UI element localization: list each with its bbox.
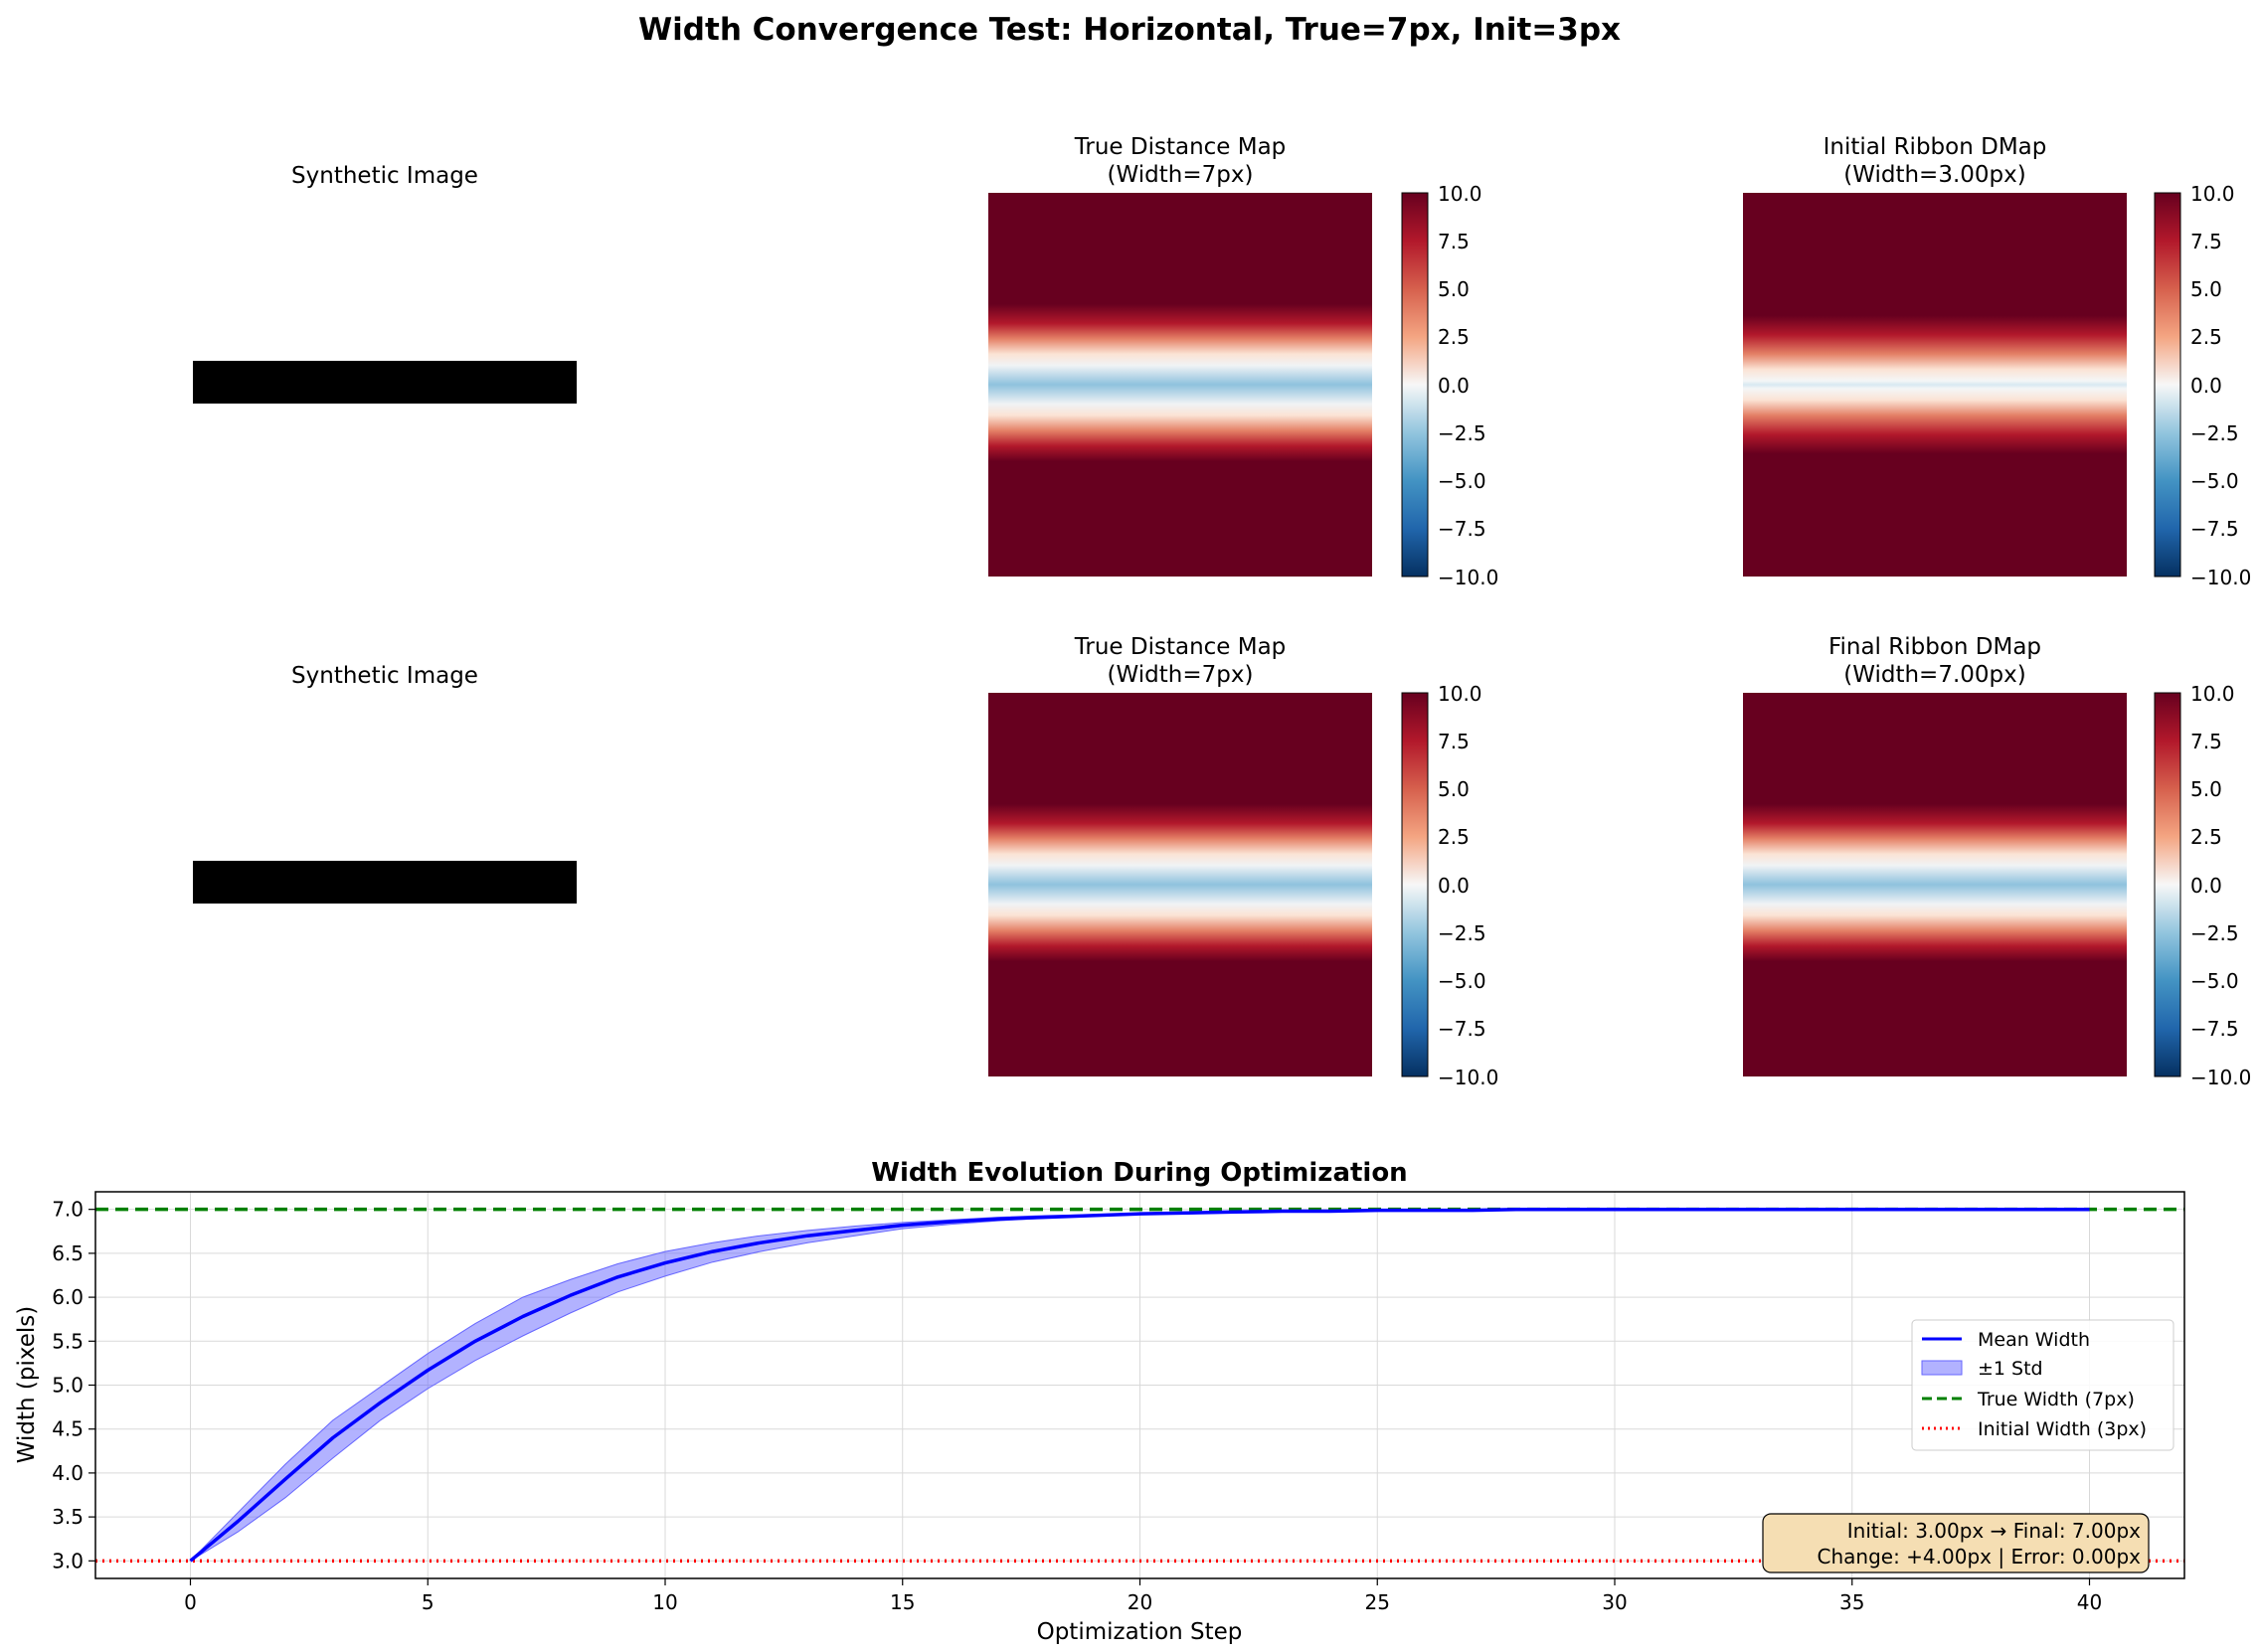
x-tick-label: 35 bbox=[1839, 1590, 1864, 1614]
x-tick-label: 20 bbox=[1128, 1590, 1152, 1614]
cbar-tick: 2.5 bbox=[2190, 825, 2222, 849]
cbar-tick: 7.5 bbox=[2190, 730, 2222, 753]
synthetic-image-title-row2: Synthetic Image bbox=[291, 663, 478, 689]
cbar-tick: 5.0 bbox=[1438, 277, 1470, 301]
true-map-title-row2-l1: True Distance Map bbox=[1074, 634, 1287, 660]
cbar-tick: 2.5 bbox=[1438, 325, 1470, 349]
summary-box: Initial: 3.00px → Final: 7.00px Change: … bbox=[1762, 1513, 2150, 1573]
summary-line-1: Initial: 3.00px → Final: 7.00px bbox=[1847, 1519, 2141, 1543]
cbar-tick: −2.5 bbox=[1438, 921, 1486, 945]
y-tick-label: 7.0 bbox=[52, 1198, 84, 1222]
cbar-tick: −10.0 bbox=[2190, 1066, 2251, 1089]
y-tick-label: 3.5 bbox=[52, 1505, 84, 1529]
cbar-tick: 0.0 bbox=[2190, 374, 2222, 398]
synthetic-ribbon-row2 bbox=[193, 861, 577, 904]
final-dmap-title-l1: Final Ribbon DMap bbox=[1828, 634, 2041, 660]
summary-box-frame bbox=[1762, 1513, 2150, 1573]
legend: Mean Width ±1 Std True Width (7px) Initi… bbox=[1911, 1319, 2174, 1451]
cbar-tick: 0.0 bbox=[2190, 874, 2222, 898]
true-map-title-row1-l1: True Distance Map bbox=[1074, 134, 1287, 160]
cbar-tick: −5.0 bbox=[1438, 969, 1486, 993]
y-tick-label: 6.0 bbox=[52, 1285, 84, 1309]
x-tick-label: 10 bbox=[652, 1590, 677, 1614]
cbar-tick: 7.5 bbox=[1438, 730, 1470, 753]
colorbar-final bbox=[2154, 692, 2181, 1077]
legend-mean-label: Mean Width bbox=[1978, 1329, 2090, 1351]
colorbar-ticks-true-row1: 10.0 7.5 5.0 2.5 0.0 −2.5 −5.0 −7.5 −10.… bbox=[1438, 182, 1498, 589]
x-tick-label: 15 bbox=[890, 1590, 915, 1614]
cbar-tick: 0.0 bbox=[1438, 374, 1470, 398]
cbar-tick: −2.5 bbox=[2190, 921, 2239, 945]
figure-title: Width Convergence Test: Horizontal, True… bbox=[638, 12, 1621, 48]
legend-init-label: Initial Width (3px) bbox=[1978, 1418, 2147, 1440]
y-tick-label: 4.5 bbox=[52, 1417, 84, 1441]
y-tick-label: 3.0 bbox=[52, 1549, 84, 1572]
mean-width-line bbox=[189, 1207, 2090, 1563]
true-distance-map-row2 bbox=[988, 693, 1372, 1076]
cbar-tick: 10.0 bbox=[2190, 682, 2235, 706]
colorbar-ticks-final: 10.0 7.5 5.0 2.5 0.0 −2.5 −5.0 −7.5 −10.… bbox=[2190, 682, 2251, 1089]
x-tick-label: 25 bbox=[1365, 1590, 1390, 1614]
summary-line-2: Change: +4.00px | Error: 0.00px bbox=[1818, 1545, 2142, 1569]
cbar-tick: 10.0 bbox=[1438, 682, 1482, 706]
x-tick-label: 5 bbox=[422, 1590, 435, 1614]
cbar-tick: −2.5 bbox=[2190, 421, 2239, 445]
final-ribbon-dmap bbox=[1743, 693, 2127, 1076]
colorbar-ticks-initial: 10.0 7.5 5.0 2.5 0.0 −2.5 −5.0 −7.5 −10.… bbox=[2190, 182, 2251, 589]
cbar-tick: 10.0 bbox=[2190, 182, 2235, 206]
cbar-tick: 10.0 bbox=[1438, 182, 1482, 206]
cbar-tick: −7.5 bbox=[1438, 1017, 1486, 1041]
axis-ticks: 0 5 10 15 20 25 30 35 40 3.0 3.5 4.0 4.5 5.0 5.5 6.0 6.5… bbox=[52, 1198, 2102, 1614]
x-tick-label: 0 bbox=[184, 1590, 197, 1614]
cbar-tick: 7.5 bbox=[2190, 230, 2222, 253]
cbar-tick: 2.5 bbox=[1438, 825, 1470, 849]
true-map-title-row2-l2: (Width=7px) bbox=[1108, 662, 1254, 688]
true-map-title-row1-l2: (Width=7px) bbox=[1108, 162, 1254, 188]
cbar-tick: −10.0 bbox=[1438, 1066, 1498, 1089]
std-band bbox=[190, 1209, 2090, 1562]
cbar-tick: −10.0 bbox=[1438, 566, 1498, 589]
final-dmap-title-l2: (Width=7.00px) bbox=[1843, 662, 2025, 688]
cbar-tick: 5.0 bbox=[2190, 277, 2222, 301]
synthetic-image-title-row1: Synthetic Image bbox=[291, 163, 478, 189]
y-tick-label: 5.5 bbox=[52, 1329, 84, 1353]
cbar-tick: −7.5 bbox=[1438, 517, 1486, 541]
legend-band-swatch bbox=[1921, 1360, 1963, 1376]
colorbar-true-row2 bbox=[1401, 692, 1429, 1077]
x-tick-label: 40 bbox=[2077, 1590, 2102, 1614]
cbar-tick: −10.0 bbox=[2190, 566, 2251, 589]
cbar-tick: −5.0 bbox=[2190, 969, 2239, 993]
cbar-tick: −5.0 bbox=[2190, 469, 2239, 493]
cbar-tick: 5.0 bbox=[1438, 777, 1470, 801]
cbar-tick: 2.5 bbox=[2190, 325, 2222, 349]
synthetic-ribbon-row1 bbox=[193, 361, 577, 404]
colorbar-initial bbox=[2154, 192, 2181, 578]
cbar-tick: 7.5 bbox=[1438, 230, 1470, 253]
y-axis-label: Width (pixels) bbox=[14, 1306, 40, 1464]
line-chart-title: Width Evolution During Optimization bbox=[871, 1158, 1407, 1188]
y-tick-label: 5.0 bbox=[52, 1374, 84, 1398]
x-axis-label: Optimization Step bbox=[1037, 1619, 1243, 1645]
cbar-tick: −7.5 bbox=[2190, 1017, 2239, 1041]
initial-ribbon-dmap bbox=[1743, 193, 2127, 577]
x-tick-label: 30 bbox=[1602, 1590, 1627, 1614]
y-tick-label: 4.0 bbox=[52, 1461, 84, 1485]
cbar-tick: −7.5 bbox=[2190, 517, 2239, 541]
legend-band-label: ±1 Std bbox=[1978, 1358, 2043, 1380]
initial-dmap-title-l2: (Width=3.00px) bbox=[1843, 162, 2025, 188]
cbar-tick: 0.0 bbox=[1438, 874, 1470, 898]
cbar-tick: 5.0 bbox=[2190, 777, 2222, 801]
cbar-tick: −2.5 bbox=[1438, 421, 1486, 445]
colorbar-true-row1 bbox=[1401, 192, 1429, 578]
legend-frame bbox=[1911, 1319, 2174, 1451]
colorbar-ticks-true-row2: 10.0 7.5 5.0 2.5 0.0 −2.5 −5.0 −7.5 −10.… bbox=[1438, 682, 1498, 1089]
initial-dmap-title-l1: Initial Ribbon DMap bbox=[1824, 134, 2047, 160]
cbar-tick: −5.0 bbox=[1438, 469, 1486, 493]
legend-true-label: True Width (7px) bbox=[1977, 1389, 2135, 1410]
true-distance-map-row1 bbox=[988, 193, 1372, 577]
y-tick-label: 6.5 bbox=[52, 1241, 84, 1265]
